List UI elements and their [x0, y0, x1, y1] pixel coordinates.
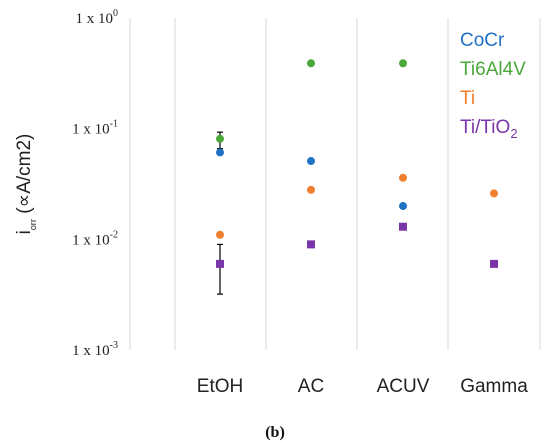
point-ti-etoh: [216, 230, 224, 239]
legend-entry-ti: Ti: [460, 88, 475, 109]
y-axis-ticks: 1 x 100 1 x 10-1 1 x 10-2 1 x 10-3: [72, 8, 118, 359]
error-bars: [217, 131, 223, 295]
legend-entry-ti6al4v: Ti6Al4V: [460, 59, 526, 80]
point-ti-acuv: [399, 173, 407, 182]
y-axis-label: iₒᵣᵣ (∝A/cm2): [14, 134, 38, 235]
x-tick-label-etoh: EtOH: [197, 376, 243, 397]
point-cocr-acuv: [399, 202, 407, 211]
figure-caption: (b): [265, 424, 285, 441]
point-ti6al4v-ac: [307, 59, 315, 68]
y-tick-label-1: 1 x 10-1: [72, 119, 118, 138]
point-titio-ac: [307, 240, 315, 249]
legend-entry-titio: Ti/TiO2: [460, 117, 518, 141]
point-ti-gamma: [490, 189, 498, 198]
point-ti6al4v-acuv: [399, 59, 407, 68]
x-tick-label-gamma: Gamma: [460, 376, 528, 397]
point-titio-acuv: [399, 222, 407, 231]
legend: CoCr Ti6Al4V Ti Ti/TiO2: [460, 30, 526, 141]
y-tick-label-3: 1 x 10-3: [72, 340, 118, 359]
point-cocr-ac: [307, 157, 315, 166]
vertical-gridlines: [129, 18, 541, 350]
point-titio-etoh: [216, 259, 224, 268]
point-cocr-etoh: [216, 148, 224, 157]
point-titio-gamma: [490, 259, 498, 268]
x-axis-categories: EtOH AC ACUV Gamma: [197, 376, 528, 397]
y-tick-label-0: 1 x 100: [76, 8, 119, 27]
point-ti-ac: [307, 185, 315, 194]
x-tick-label-ac: AC: [298, 376, 324, 397]
point-ti6al4v-etoh: [216, 134, 224, 143]
legend-entry-cocr: CoCr: [460, 30, 505, 51]
y-tick-label-2: 1 x 10-2: [72, 229, 118, 248]
x-tick-label-acuv: ACUV: [377, 376, 430, 397]
data-points: [216, 59, 498, 268]
